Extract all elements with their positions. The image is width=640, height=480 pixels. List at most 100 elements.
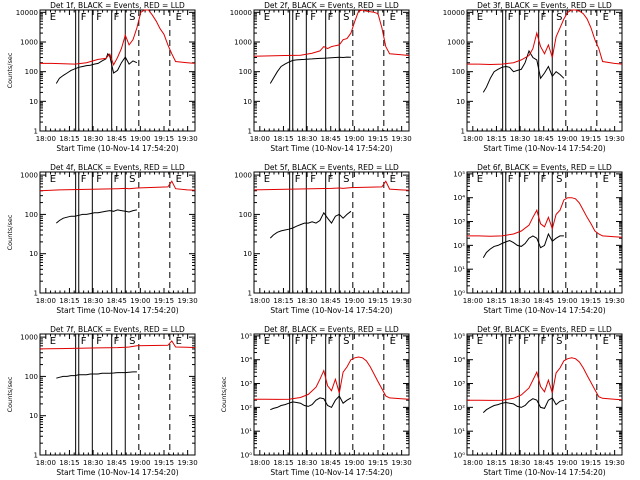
x-tick-label: 18:15 bbox=[59, 459, 79, 467]
event-marker-label: S bbox=[556, 336, 562, 347]
x-tick-label: 18:30 bbox=[83, 297, 103, 305]
x-tick-label: 19:15 bbox=[154, 459, 174, 467]
x-tick-label: 19:30 bbox=[605, 459, 625, 467]
x-axis-label: Start Time (10-Nov-14 17:54:20) bbox=[270, 144, 392, 153]
series-lld-line bbox=[39, 340, 196, 350]
y-tick-label: 10 bbox=[243, 250, 252, 258]
x-tick-label: 19:30 bbox=[392, 135, 412, 143]
series-events-line bbox=[269, 56, 351, 84]
y-tick-label: 10⁰ bbox=[453, 290, 465, 298]
y-tick-label: 1 bbox=[34, 452, 38, 460]
y-tick-label: 1 bbox=[248, 128, 252, 136]
x-tick-label: 19:30 bbox=[605, 297, 625, 305]
x-tick-label: 18:45 bbox=[534, 135, 554, 143]
y-tick-label: 100 bbox=[25, 373, 38, 381]
plot-frame bbox=[253, 171, 410, 294]
x-tick-label: 18:45 bbox=[107, 459, 127, 467]
y-tick-label: 10⁰ bbox=[240, 452, 252, 460]
event-marker-label: F bbox=[295, 174, 301, 185]
y-tick-label: 10⁴ bbox=[453, 194, 465, 202]
panel-8: Det 8f, BLACK = Events, RED = LLD 10⁰ 10¹ 1… bbox=[220, 325, 412, 477]
x-tick-label: 18:00 bbox=[463, 459, 483, 467]
x-tick-label: 19:15 bbox=[581, 459, 601, 467]
x-tick-label: 19:15 bbox=[154, 135, 174, 143]
series-events-line bbox=[56, 371, 137, 379]
event-marker-label: E bbox=[50, 12, 56, 23]
event-marker-label: F bbox=[114, 336, 120, 347]
x-tick-label: 18:30 bbox=[83, 135, 103, 143]
series-lld-line bbox=[467, 9, 623, 66]
event-marker-label: F bbox=[523, 336, 529, 347]
y-tick-label: 10 bbox=[243, 98, 252, 106]
y-tick-label: 10³ bbox=[453, 218, 465, 226]
event-marker-label: F bbox=[310, 174, 316, 185]
y-tick-label: 1000 bbox=[20, 39, 38, 47]
series-events-line bbox=[482, 49, 565, 93]
x-axis-label: Start Time (10-Nov-14 17:54:20) bbox=[270, 306, 392, 315]
y-tick-label: 10000 bbox=[230, 9, 252, 17]
panel-title: Det 2f, BLACK = Events, RED = LLD bbox=[264, 1, 399, 10]
panel-6: Det 6f, BLACK = Events, RED = LLD 10⁰ 10¹ 1… bbox=[453, 163, 624, 315]
x-tick-label: 18:30 bbox=[510, 297, 530, 305]
panel-title: Det 6f, BLACK = Events, RED = LLD bbox=[477, 163, 612, 172]
panel-title: Det 5f, BLACK = Events, RED = LLD bbox=[264, 163, 399, 172]
y-tick-label: 1 bbox=[34, 128, 38, 136]
event-marker-label: S bbox=[129, 336, 135, 347]
event-marker-label: E bbox=[390, 12, 396, 23]
x-tick-label: 19:00 bbox=[130, 459, 150, 467]
plot-frame bbox=[39, 171, 196, 294]
x-tick-label: 18:15 bbox=[273, 459, 293, 467]
y-tick-label: 1000 bbox=[20, 334, 38, 342]
x-tick-label: 19:00 bbox=[557, 459, 577, 467]
panel-7: Det 7f, BLACK = Events, RED = LLD 1 10 100 1… bbox=[6, 325, 198, 477]
y-tick-label: 1 bbox=[248, 290, 252, 298]
x-tick-label: 19:30 bbox=[178, 297, 198, 305]
event-marker-label: E bbox=[477, 174, 483, 185]
event-marker-label: F bbox=[328, 174, 334, 185]
y-tick-label: 1000 bbox=[234, 172, 252, 180]
event-marker-label: F bbox=[114, 12, 120, 23]
series-lld-line bbox=[467, 197, 623, 238]
plot-frame bbox=[39, 9, 196, 132]
panel-1: Det 1f, BLACK = Events, RED = LLD 1 10 100 1… bbox=[6, 1, 198, 153]
event-marker-label: E bbox=[264, 336, 270, 347]
panel-title: Det 4f, BLACK = Events, RED = LLD bbox=[50, 163, 185, 172]
y-tick-label: 100 bbox=[25, 68, 38, 76]
event-marker-label: S bbox=[556, 12, 562, 23]
event-marker-label: E bbox=[477, 12, 483, 23]
x-tick-label: 19:15 bbox=[154, 297, 174, 305]
y-tick-label: 1000 bbox=[447, 39, 465, 47]
event-marker-label: E bbox=[603, 12, 609, 23]
x-tick-label: 18:15 bbox=[273, 135, 293, 143]
x-tick-label: 18:45 bbox=[321, 135, 341, 143]
panel-title: Det 8f, BLACK = Events, RED = LLD bbox=[264, 325, 399, 334]
x-axis-label: Start Time (10-Nov-14 17:54:20) bbox=[56, 306, 178, 315]
event-marker-label: F bbox=[295, 12, 301, 23]
panel-9: Det 9f, BLACK = Events, RED = LLD 10⁰ 10¹ 1… bbox=[453, 325, 624, 477]
event-marker-label: F bbox=[508, 174, 514, 185]
panel-2: Det 2f, BLACK = Events, RED = LLD 1 10 100 1… bbox=[230, 1, 412, 153]
y-tick-label: 1 bbox=[34, 290, 38, 298]
event-marker-label: F bbox=[523, 12, 529, 23]
x-tick-label: 18:15 bbox=[273, 297, 293, 305]
x-axis-label: Start Time (10-Nov-14 17:54:20) bbox=[483, 144, 605, 153]
x-tick-label: 18:00 bbox=[463, 135, 483, 143]
y-tick-label: 10¹ bbox=[453, 428, 465, 436]
series-lld-line bbox=[40, 9, 196, 67]
plot-frame bbox=[466, 171, 623, 294]
series-lld-line bbox=[253, 9, 410, 57]
y-tick-label: 10⁵ bbox=[453, 332, 465, 340]
x-tick-label: 19:00 bbox=[557, 297, 577, 305]
y-tick-label: 1 bbox=[461, 128, 465, 136]
y-tick-label: 10 bbox=[29, 98, 38, 106]
event-marker-label: F bbox=[310, 12, 316, 23]
event-marker-label: E bbox=[390, 336, 396, 347]
x-tick-label: 18:00 bbox=[36, 459, 56, 467]
panel-4: Det 4f, BLACK = Events, RED = LLD 1 10 100 1… bbox=[6, 163, 198, 315]
y-axis-label: Counts/sec bbox=[6, 376, 14, 412]
event-marker-label: F bbox=[96, 12, 102, 23]
y-tick-label: 10 bbox=[29, 250, 38, 258]
panel-title: Det 3f, BLACK = Events, RED = LLD bbox=[477, 1, 612, 10]
event-marker-label: E bbox=[603, 336, 609, 347]
series-events-line bbox=[55, 209, 137, 224]
